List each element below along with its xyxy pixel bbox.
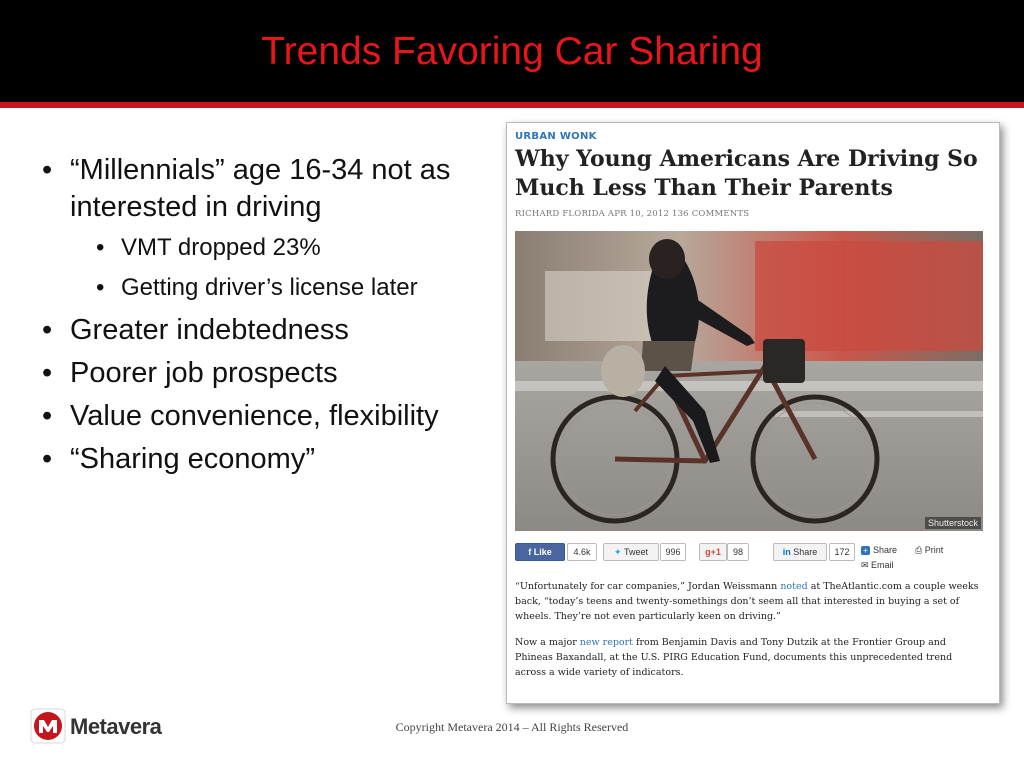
slide-header: Trends Favoring Car Sharing [0, 0, 1024, 102]
bullet-item: • Value convenience, flexibility [38, 398, 488, 435]
metavera-logo-icon [30, 708, 66, 744]
print-label: Print [924, 545, 944, 555]
like-count: 4.6k [567, 543, 597, 561]
tweet-button[interactable]: ✦ Tweet [603, 543, 659, 561]
twitter-icon: ✦ [614, 547, 624, 557]
google-plus-button[interactable]: g+1 [699, 543, 727, 561]
bullet-dot: • [42, 443, 53, 475]
linkedin-count: 172 [829, 543, 855, 561]
bullet-text: Greater indebtedness [70, 314, 349, 346]
article-paragraph: Now a major new report from Benjamin Dav… [515, 635, 983, 680]
article-byline: RICHARD FLORIDA APR 10, 2012 136 COMMENT… [515, 209, 750, 219]
share-link[interactable]: + Share [861, 545, 897, 555]
article-paragraph: “Unfortunately for car companies,” Jorda… [515, 579, 983, 624]
bullet-dot: • [42, 357, 53, 389]
logo-text: Metavera [70, 714, 162, 739]
bullet-dot: • [96, 274, 105, 301]
gplus-label: +1 [710, 547, 721, 557]
print-icon: ⎙ [915, 545, 925, 555]
email-label: Email [871, 560, 894, 570]
bullet-text: “Sharing economy” [70, 443, 315, 475]
sub-bullet-text: VMT dropped 23% [121, 234, 321, 261]
bullet-item: • “Millennials” age 16-34 not as interest… [38, 152, 488, 226]
bullet-text: “Millennials” age 16-34 not as intereste… [70, 154, 451, 223]
social-share-bar: f Like 4.6k ✦ Tweet 996 g+1 98 in Share … [515, 541, 983, 570]
bullet-text: Poorer job prospects [70, 357, 338, 389]
bullet-list: • “Millennials” age 16-34 not as interest… [38, 152, 488, 484]
article-headline: Why Young Americans Are Driving So Much … [515, 146, 978, 201]
header-divider [0, 102, 1024, 108]
sub-bullet-item: • VMT dropped 23% [38, 232, 488, 264]
email-icon: ✉ [861, 560, 872, 570]
linkedin-share-button[interactable]: in Share [773, 543, 827, 561]
new-report-link[interactable]: new report [579, 637, 633, 648]
paragraph-text: from Benjamin Davis and Tony Dutzik at t… [515, 637, 953, 678]
cyclist-photo [515, 231, 983, 531]
email-link[interactable]: ✉ Email [861, 560, 894, 571]
tweet-count: 996 [660, 543, 686, 561]
paragraph-text: “Unfortunately for car companies,” Jorda… [515, 581, 781, 592]
bullet-dot: • [42, 314, 53, 346]
like-label: Like [533, 547, 552, 557]
bullet-item: • Greater indebtedness [38, 312, 488, 349]
paragraph-text: Now a major [515, 637, 580, 648]
google-plus-icon: g [705, 547, 711, 557]
tweet-label: Tweet [623, 547, 648, 557]
photo-credit: Shutterstock [924, 517, 981, 529]
bullet-dot: • [42, 154, 53, 186]
facebook-like-button[interactable]: f Like [515, 543, 565, 561]
share-label: Share [873, 545, 898, 555]
linkedin-icon: in [782, 547, 794, 557]
article-body: “Unfortunately for car companies,” Jorda… [515, 579, 983, 691]
article-kicker: URBAN WONK [515, 131, 597, 142]
sub-bullet-text: Getting driver’s license later [121, 274, 418, 301]
copyright-text: Copyright Metavera 2014 – All Rights Res… [395, 720, 629, 734]
facebook-icon: f [528, 547, 534, 557]
bullet-item: • Poorer job prospects [38, 355, 488, 392]
sub-bullet-item: • Getting driver’s license later [38, 272, 488, 304]
article-photo: Shutterstock [515, 231, 983, 531]
article-screenshot: URBAN WONK Why Young Americans Are Drivi… [506, 122, 1000, 704]
bullet-dot: • [42, 400, 53, 432]
plus-icon: + [861, 546, 870, 555]
paragraph-text: at TheAtlantic.com a couple weeks back, … [515, 581, 979, 622]
print-link[interactable]: ⎙ Print [915, 545, 943, 556]
linkedin-label: Share [793, 547, 818, 557]
gplus-count: 98 [727, 543, 749, 561]
bullet-item: • “Sharing economy” [38, 441, 488, 478]
noted-link[interactable]: noted [780, 581, 808, 592]
slide-title: Trends Favoring Car Sharing [261, 30, 763, 73]
bullet-dot: • [96, 234, 105, 261]
bullet-text: Value convenience, flexibility [70, 400, 439, 432]
